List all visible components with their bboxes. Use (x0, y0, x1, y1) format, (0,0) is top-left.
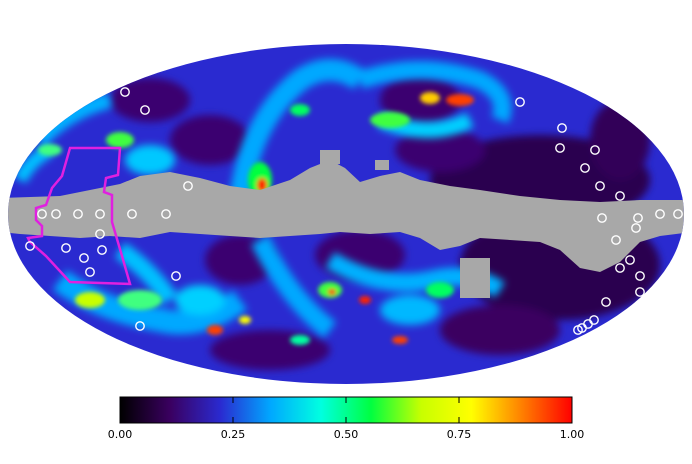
source-markers (25, 87, 683, 335)
marker-circle (573, 325, 583, 335)
marker-circle (597, 213, 607, 223)
marker-circle (615, 191, 625, 201)
marker-circle (37, 209, 47, 219)
marker-circle (140, 105, 150, 115)
masked-galactic-plane (8, 150, 684, 298)
colorbar-tick-label-4: 1.00 (559, 428, 585, 441)
marker-circle (611, 235, 621, 245)
marker-circle (120, 87, 130, 97)
marker-circle (625, 255, 635, 265)
marker-circle (601, 297, 611, 307)
colorbar-ticks (232, 397, 460, 423)
bright-features (38, 92, 474, 345)
marker-circle (61, 243, 71, 253)
marker-circle (515, 97, 525, 107)
marker-circle (633, 213, 643, 223)
marker-circle (51, 209, 61, 219)
marker-circle (631, 223, 641, 233)
marker-circle (85, 267, 95, 277)
map-disk (8, 44, 684, 384)
marker-circle (655, 209, 665, 219)
marker-circle (127, 209, 137, 219)
colorbar-tick-label-3: 0.75 (446, 428, 472, 441)
marker-circle (580, 163, 590, 173)
colorbar-tick-label-2: 0.50 (333, 428, 359, 441)
marker-circle (615, 263, 625, 273)
marker-circle (171, 271, 181, 281)
marker-circle (673, 209, 683, 219)
marker-circle (557, 123, 567, 133)
marker-circle (590, 145, 600, 155)
marker-circle (183, 181, 193, 191)
colorbar-tick-label-0: 0.00 (107, 428, 133, 441)
survey-footprint-outline (26, 146, 132, 286)
marker-circle (161, 209, 171, 219)
marker-circle (97, 245, 107, 255)
colorbar-tick-label-1: 0.25 (220, 428, 246, 441)
marker-circle (635, 287, 645, 297)
marker-circle (135, 321, 145, 331)
marker-circle (555, 143, 565, 153)
marker-circle (95, 229, 105, 239)
marker-circle (73, 209, 83, 219)
marker-circle (95, 209, 105, 219)
marker-circle (595, 181, 605, 191)
marker-circle (25, 241, 35, 251)
marker-circle (635, 271, 645, 281)
marker-circle (79, 253, 89, 263)
